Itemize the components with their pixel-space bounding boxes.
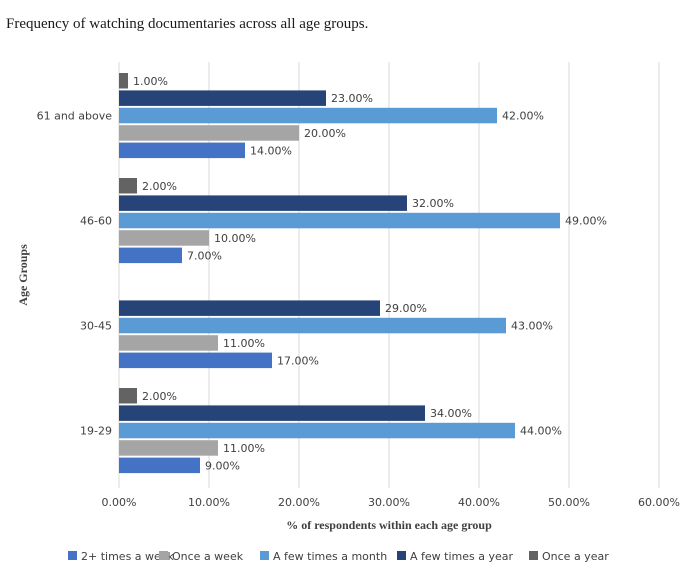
bar: [119, 125, 299, 141]
data-label: 34.00%: [430, 407, 472, 420]
data-label: 11.00%: [223, 442, 265, 455]
data-label: 44.00%: [520, 425, 562, 438]
data-label: 11.00%: [223, 337, 265, 350]
legend-swatch: [529, 551, 538, 560]
bar: [119, 230, 209, 246]
bar: [119, 195, 407, 211]
data-label: 23.00%: [331, 92, 373, 105]
data-labels: 2.00% 34.00% 44.00% 11.00% 9.00% 29.00% 43.00%…: [133, 75, 607, 473]
legend-swatch: [260, 551, 269, 560]
y-tick-label: 46-60: [80, 215, 112, 228]
x-tick-label: 20.00%: [278, 496, 320, 509]
x-axis-ticks: 0.00% 10.00% 20.00% 30.00% 40.00% 50.00% 60.00…: [102, 496, 680, 509]
legend-swatch: [397, 551, 406, 560]
data-label: 29.00%: [385, 302, 427, 315]
data-label: 42.00%: [502, 110, 544, 123]
bar: [119, 457, 200, 474]
bar: [119, 388, 137, 404]
bar: [119, 107, 497, 124]
legend-swatch: [159, 551, 168, 560]
data-label: 20.00%: [304, 127, 346, 140]
data-label: 49.00%: [565, 215, 607, 228]
bar: [119, 212, 560, 229]
x-tick-label: 10.00%: [188, 496, 230, 509]
y-tick-label: 30-45: [80, 320, 112, 333]
data-label: 9.00%: [205, 459, 240, 472]
data-label: 43.00%: [511, 320, 553, 333]
data-label: 10.00%: [214, 232, 256, 245]
legend-label: A few times a year: [410, 550, 513, 563]
legend-label: Once a week: [172, 550, 244, 563]
data-label: 17.00%: [277, 354, 319, 367]
legend-label: 2+ times a week: [81, 550, 175, 563]
bar: [119, 422, 515, 439]
y-tick-label: 61 and above: [37, 110, 113, 123]
bar: [119, 440, 218, 456]
data-label: 14.00%: [250, 144, 292, 157]
bar: [119, 90, 326, 106]
data-label: 7.00%: [187, 249, 222, 262]
data-label: 32.00%: [412, 197, 454, 210]
bar: [119, 178, 137, 194]
y-axis-title: Age Groups: [16, 244, 30, 306]
x-axis-title: % of respondents within each age group: [286, 518, 492, 532]
bar: [119, 73, 128, 89]
legend-swatch: [68, 551, 77, 560]
data-label: 2.00%: [142, 390, 177, 403]
bar: [119, 352, 272, 369]
bar: [119, 405, 425, 421]
legend-label: Once a year: [542, 550, 609, 563]
chart-caption: Frequency of watching documentaries acro…: [6, 16, 369, 32]
bar: [119, 300, 380, 316]
x-tick-label: 40.00%: [458, 496, 500, 509]
bar-series: [119, 73, 560, 474]
x-tick-label: 50.00%: [548, 496, 590, 509]
y-axis-ticks: 19-29 30-45 46-60 61 and above: [37, 110, 113, 438]
bar: [119, 247, 182, 264]
legend-label: A few times a month: [273, 550, 387, 563]
data-label: 2.00%: [142, 180, 177, 193]
x-tick-label: 30.00%: [368, 496, 410, 509]
y-tick-label: 19-29: [80, 425, 112, 438]
x-tick-label: 60.00%: [638, 496, 680, 509]
bar: [119, 335, 218, 351]
data-label: 1.00%: [133, 75, 168, 88]
bar: [119, 317, 506, 334]
x-tick-label: 0.00%: [102, 496, 137, 509]
bar: [119, 142, 245, 159]
